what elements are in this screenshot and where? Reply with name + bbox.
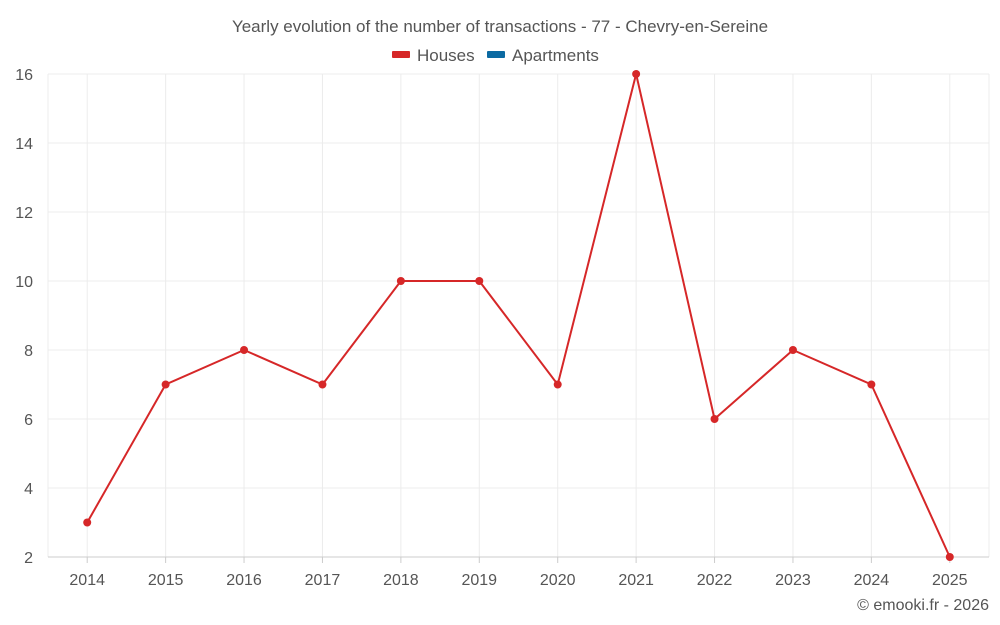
x-tick-label-2020: 2020 bbox=[540, 572, 576, 589]
x-tick-label-2019: 2019 bbox=[461, 572, 497, 589]
legend-item-apartments[interactable]: Apartments bbox=[487, 46, 599, 65]
x-tick-label-2021: 2021 bbox=[618, 572, 654, 589]
chart-title: Yearly evolution of the number of transa… bbox=[232, 17, 768, 36]
y-tick-label-10: 10 bbox=[15, 274, 33, 291]
data-point-houses-2025[interactable] bbox=[945, 553, 954, 561]
x-tick-label-2015: 2015 bbox=[148, 572, 184, 589]
x-tick-label-2023: 2023 bbox=[775, 572, 811, 589]
data-point-houses-2020[interactable] bbox=[553, 380, 562, 389]
plot-area bbox=[83, 70, 954, 561]
y-tick-label-16: 16 bbox=[15, 67, 33, 84]
legend-swatch-houses bbox=[392, 51, 410, 58]
y-tick-label-14: 14 bbox=[15, 136, 33, 153]
x-tick-label-2024: 2024 bbox=[854, 572, 890, 589]
data-point-houses-2016[interactable] bbox=[240, 346, 249, 354]
gridlines bbox=[47, 73, 990, 557]
data-point-houses-2019[interactable] bbox=[475, 277, 484, 285]
data-point-houses-2015[interactable] bbox=[161, 380, 170, 389]
x-tick-label-2017: 2017 bbox=[305, 572, 341, 589]
legend-label-houses: Houses bbox=[417, 46, 475, 65]
credit-text: © emooki.fr - 2026 bbox=[857, 597, 989, 614]
data-point-houses-2023[interactable] bbox=[788, 346, 797, 354]
series-line-houses bbox=[86, 73, 951, 558]
y-tick-label-8: 8 bbox=[24, 343, 33, 360]
y-tick-label-6: 6 bbox=[24, 412, 33, 429]
y-tick-label-12: 12 bbox=[15, 205, 33, 222]
x-tick-label-2018: 2018 bbox=[383, 572, 419, 589]
legend: Houses Apartments bbox=[392, 46, 599, 65]
data-point-houses-2024[interactable] bbox=[867, 380, 876, 389]
data-point-houses-2022[interactable] bbox=[710, 415, 719, 423]
data-point-houses-2014[interactable] bbox=[83, 518, 92, 527]
x-tick-label-2022: 2022 bbox=[697, 572, 733, 589]
data-point-houses-2021[interactable] bbox=[632, 70, 641, 78]
legend-swatch-apartments bbox=[487, 51, 505, 58]
x-tick-label-2014: 2014 bbox=[69, 572, 105, 589]
x-axis: 2014 2015 2016 2017 2018 2019 2020 2021 2022 2023… bbox=[48, 556, 989, 589]
y-tick-label-4: 4 bbox=[24, 481, 33, 498]
data-point-houses-2018[interactable] bbox=[396, 277, 405, 285]
legend-item-houses[interactable]: Houses bbox=[392, 46, 475, 65]
y-tick-label-2: 2 bbox=[24, 550, 33, 567]
data-point-houses-2017[interactable] bbox=[318, 380, 327, 389]
y-axis: 2 4 6 8 10 12 14 16 bbox=[15, 67, 33, 567]
x-tick-label-2025: 2025 bbox=[932, 572, 968, 589]
x-tick-label-2016: 2016 bbox=[226, 572, 262, 589]
legend-label-apartments: Apartments bbox=[512, 46, 599, 65]
